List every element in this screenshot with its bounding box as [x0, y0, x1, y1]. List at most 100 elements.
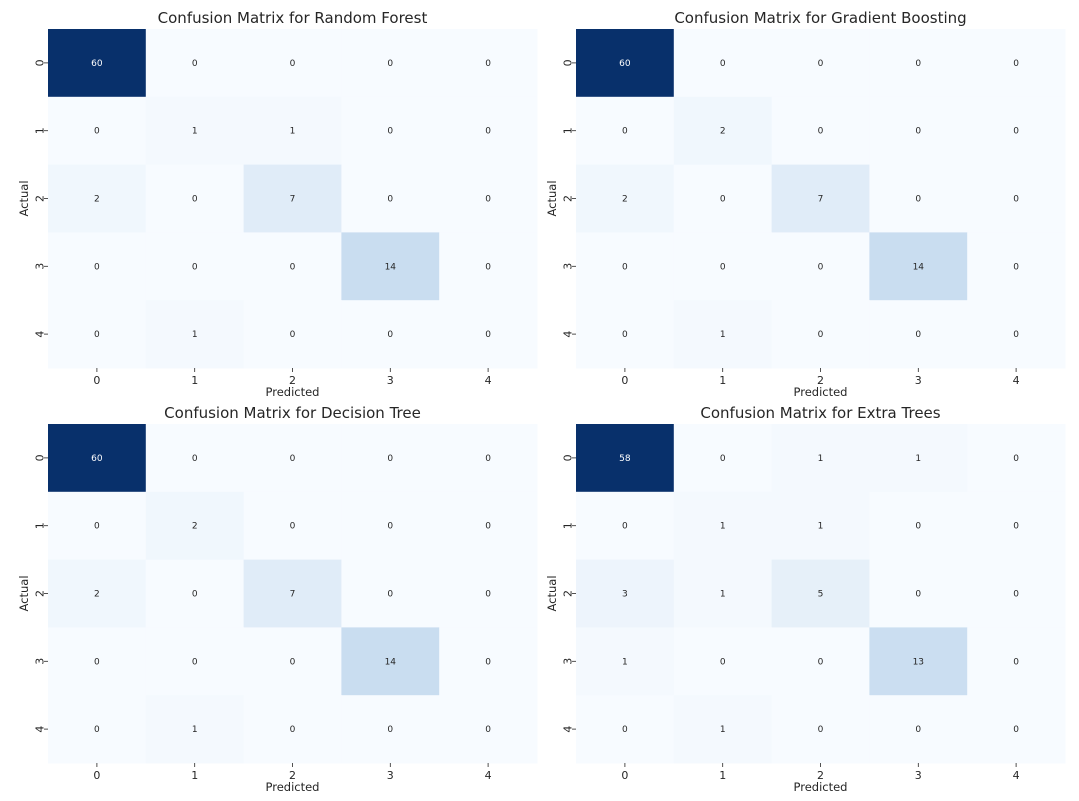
heatmap-cell-1-0	[576, 96, 675, 166]
heatmap-cell-3-3	[341, 627, 440, 696]
heatmap-panel-2: Confusion Matrix for Decision Tree 60 0 0 0 0…	[17, 404, 538, 794]
heatmap-cell-4-4	[967, 695, 1066, 764]
y-tick-label: 4	[562, 331, 575, 338]
heatmap-cell-4-0	[48, 695, 147, 764]
cell-value-3-3: 14	[385, 657, 397, 667]
heatmap-cell-0-2	[243, 29, 342, 98]
x-tick-label: 4	[485, 374, 492, 387]
heatmap-cell-0-2	[771, 424, 870, 493]
heatmap-cell-2-1	[145, 164, 245, 233]
cell-value-4-0: 0	[94, 330, 100, 340]
cell-value-1-0: 0	[94, 522, 100, 532]
cell-value-3-0: 1	[622, 657, 628, 667]
cell-value-4-3: 0	[387, 330, 393, 340]
x-tick-label: 3	[915, 769, 922, 782]
heatmap-cell-3-1	[145, 232, 245, 301]
heatmap-cell-2-3	[341, 559, 440, 628]
heatmap-cell-2-2	[771, 559, 870, 628]
cell-value-3-3: 14	[913, 262, 925, 272]
heatmap-cell-1-2	[771, 96, 870, 166]
cell-value-1-1: 1	[192, 127, 198, 137]
heatmap-cell-3-3	[869, 627, 968, 696]
heatmap-cell-0-2	[771, 29, 870, 98]
heatmap-panel-1: Confusion Matrix for Gradient Boosting 60…	[545, 9, 1066, 399]
cell-value-1-4: 0	[1013, 522, 1019, 532]
chart-title: Confusion Matrix for Gradient Boosting	[674, 9, 966, 27]
cell-value-4-3: 0	[915, 725, 921, 735]
heatmap-cell-2-2	[243, 559, 342, 628]
cell-value-0-2: 1	[818, 454, 824, 464]
heatmap-cell-1-2	[243, 491, 342, 561]
cell-value-0-0: 60	[91, 59, 103, 69]
heatmap-cell-1-0	[576, 491, 675, 561]
heatmap-cell-0-3	[341, 424, 440, 493]
cell-value-4-1: 1	[192, 330, 198, 340]
cell-value-2-4: 0	[485, 590, 491, 600]
y-tick-label: 3	[562, 263, 575, 270]
x-tick-label: 0	[93, 769, 100, 782]
cell-value-3-3: 13	[913, 657, 924, 667]
heatmap-cell-1-3	[869, 96, 968, 166]
cell-value-1-3: 0	[387, 127, 393, 137]
cell-value-1-2: 1	[290, 127, 296, 137]
y-tick-label: 0	[34, 59, 47, 66]
heatmap-cell-3-2	[771, 232, 870, 301]
heatmap-cell-4-0	[576, 695, 675, 764]
cell-value-3-1: 0	[720, 262, 726, 272]
x-tick-label: 0	[621, 769, 628, 782]
cell-value-2-0: 3	[622, 590, 628, 600]
y-tick-label: 4	[34, 726, 47, 733]
heatmap-cell-1-4	[439, 491, 538, 561]
cell-value-0-3: 0	[915, 59, 921, 69]
heatmap-cell-0-4	[967, 29, 1066, 98]
cell-value-3-3: 14	[385, 262, 397, 272]
heatmap-cell-4-2	[771, 695, 870, 764]
cell-value-4-2: 0	[290, 330, 296, 340]
heatmap-cell-2-0	[576, 164, 675, 233]
cell-value-4-0: 0	[94, 725, 100, 735]
heatmap-cell-4-4	[439, 300, 538, 369]
cell-value-2-0: 2	[94, 590, 100, 600]
heatmap-cell-4-2	[243, 695, 342, 764]
cell-value-0-3: 0	[387, 59, 393, 69]
heatmap-cell-3-0	[48, 627, 147, 696]
heatmap-cell-4-1	[673, 300, 773, 369]
cell-value-1-2: 0	[290, 522, 296, 532]
cell-value-0-2: 0	[290, 454, 296, 464]
heatmap-cell-3-3	[341, 232, 440, 301]
heatmap-cell-1-3	[869, 491, 968, 561]
x-tick-label: 1	[719, 374, 726, 387]
cell-value-0-4: 0	[1013, 454, 1019, 464]
heatmap-cell-2-1	[673, 559, 773, 628]
heatmap-cell-1-3	[341, 96, 440, 166]
heatmap-cell-0-3	[341, 29, 440, 98]
chart-title: Confusion Matrix for Extra Trees	[700, 404, 940, 422]
x-tick-label: 3	[387, 374, 394, 387]
cell-value-4-2: 0	[818, 725, 824, 735]
cell-value-3-1: 0	[720, 657, 726, 667]
cell-value-4-2: 0	[818, 330, 824, 340]
heatmap-cell-1-4	[439, 96, 538, 166]
heatmap-cell-1-1	[673, 491, 773, 561]
heatmap-cell-3-1	[673, 627, 773, 696]
heatmap-cell-4-0	[576, 300, 675, 369]
heatmap-cell-1-2	[771, 491, 870, 561]
heatmap-cell-0-4	[439, 29, 538, 98]
heatmap-cell-1-1	[145, 491, 245, 561]
cell-value-2-0: 2	[94, 195, 100, 205]
cell-value-2-4: 0	[485, 195, 491, 205]
heatmap-cell-2-3	[869, 559, 968, 628]
y-axis-label: Actual	[545, 180, 559, 216]
heatmap-cell-3-2	[771, 627, 870, 696]
cell-value-4-3: 0	[387, 725, 393, 735]
cell-value-2-0: 2	[622, 195, 628, 205]
heatmap-cell-3-4	[439, 232, 538, 301]
heatmap-cell-0-3	[869, 424, 968, 493]
heatmap-cell-0-1	[145, 29, 245, 98]
cell-value-1-1: 2	[192, 522, 198, 532]
x-tick-label: 2	[289, 374, 296, 387]
heatmap-cell-2-1	[145, 559, 245, 628]
y-tick-label: 4	[562, 726, 575, 733]
cell-value-4-4: 0	[485, 725, 491, 735]
y-tick-label: 2	[562, 590, 575, 597]
